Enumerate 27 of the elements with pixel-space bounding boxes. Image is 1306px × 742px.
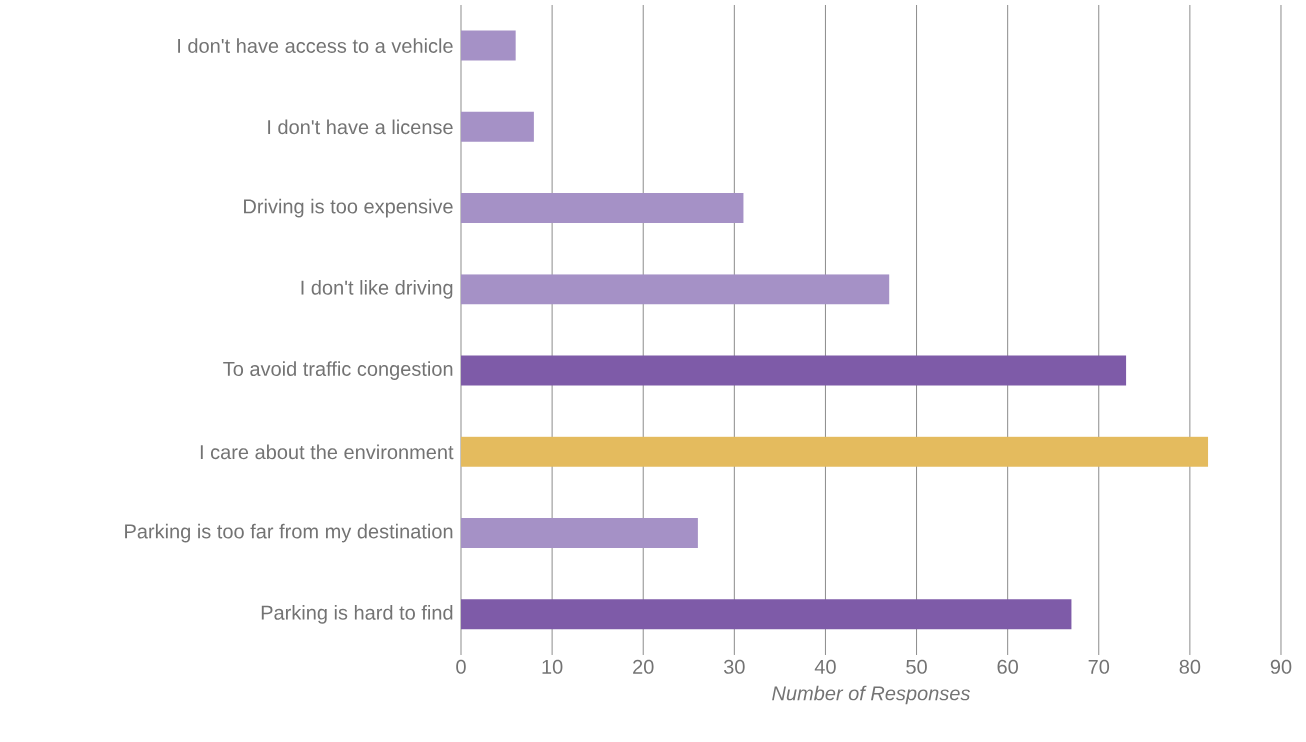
x-tick-label: 40 — [814, 659, 836, 674]
x-tick-label: 70 — [1088, 659, 1110, 674]
x-tick-label: 0 — [456, 659, 466, 674]
x-tick-label: 60 — [997, 659, 1018, 674]
y-tick-label: I care about the environment — [200, 444, 454, 460]
x-tick-label: 80 — [1179, 659, 1201, 674]
x-tick-label: 30 — [723, 659, 745, 674]
x-tick-label: 90 — [1270, 659, 1292, 674]
bar — [461, 111, 534, 142]
bar — [461, 599, 1072, 630]
y-tick-label: I don't have access to a vehicle — [178, 38, 453, 53]
x-axis-title: Number of Responses — [772, 685, 971, 705]
bar — [461, 193, 744, 224]
bar — [461, 436, 1209, 467]
y-tick-label: Parking is too far from my destination — [125, 523, 453, 543]
bar — [461, 30, 516, 61]
y-tick-label: To avoid traffic congestion — [223, 361, 453, 380]
y-tick-label: I don't like driving — [301, 280, 453, 299]
bar — [461, 518, 698, 549]
y-tick-label: I don't have a license — [268, 119, 453, 135]
x-tick-label: 50 — [906, 659, 927, 674]
x-tick-label: 10 — [542, 659, 563, 674]
y-tick-label: Driving is too expensive — [244, 198, 453, 218]
bar — [461, 355, 1127, 386]
bar — [461, 274, 890, 305]
x-tick-label: 20 — [633, 659, 654, 674]
y-tick-label: Parking is hard to find — [261, 605, 453, 624]
